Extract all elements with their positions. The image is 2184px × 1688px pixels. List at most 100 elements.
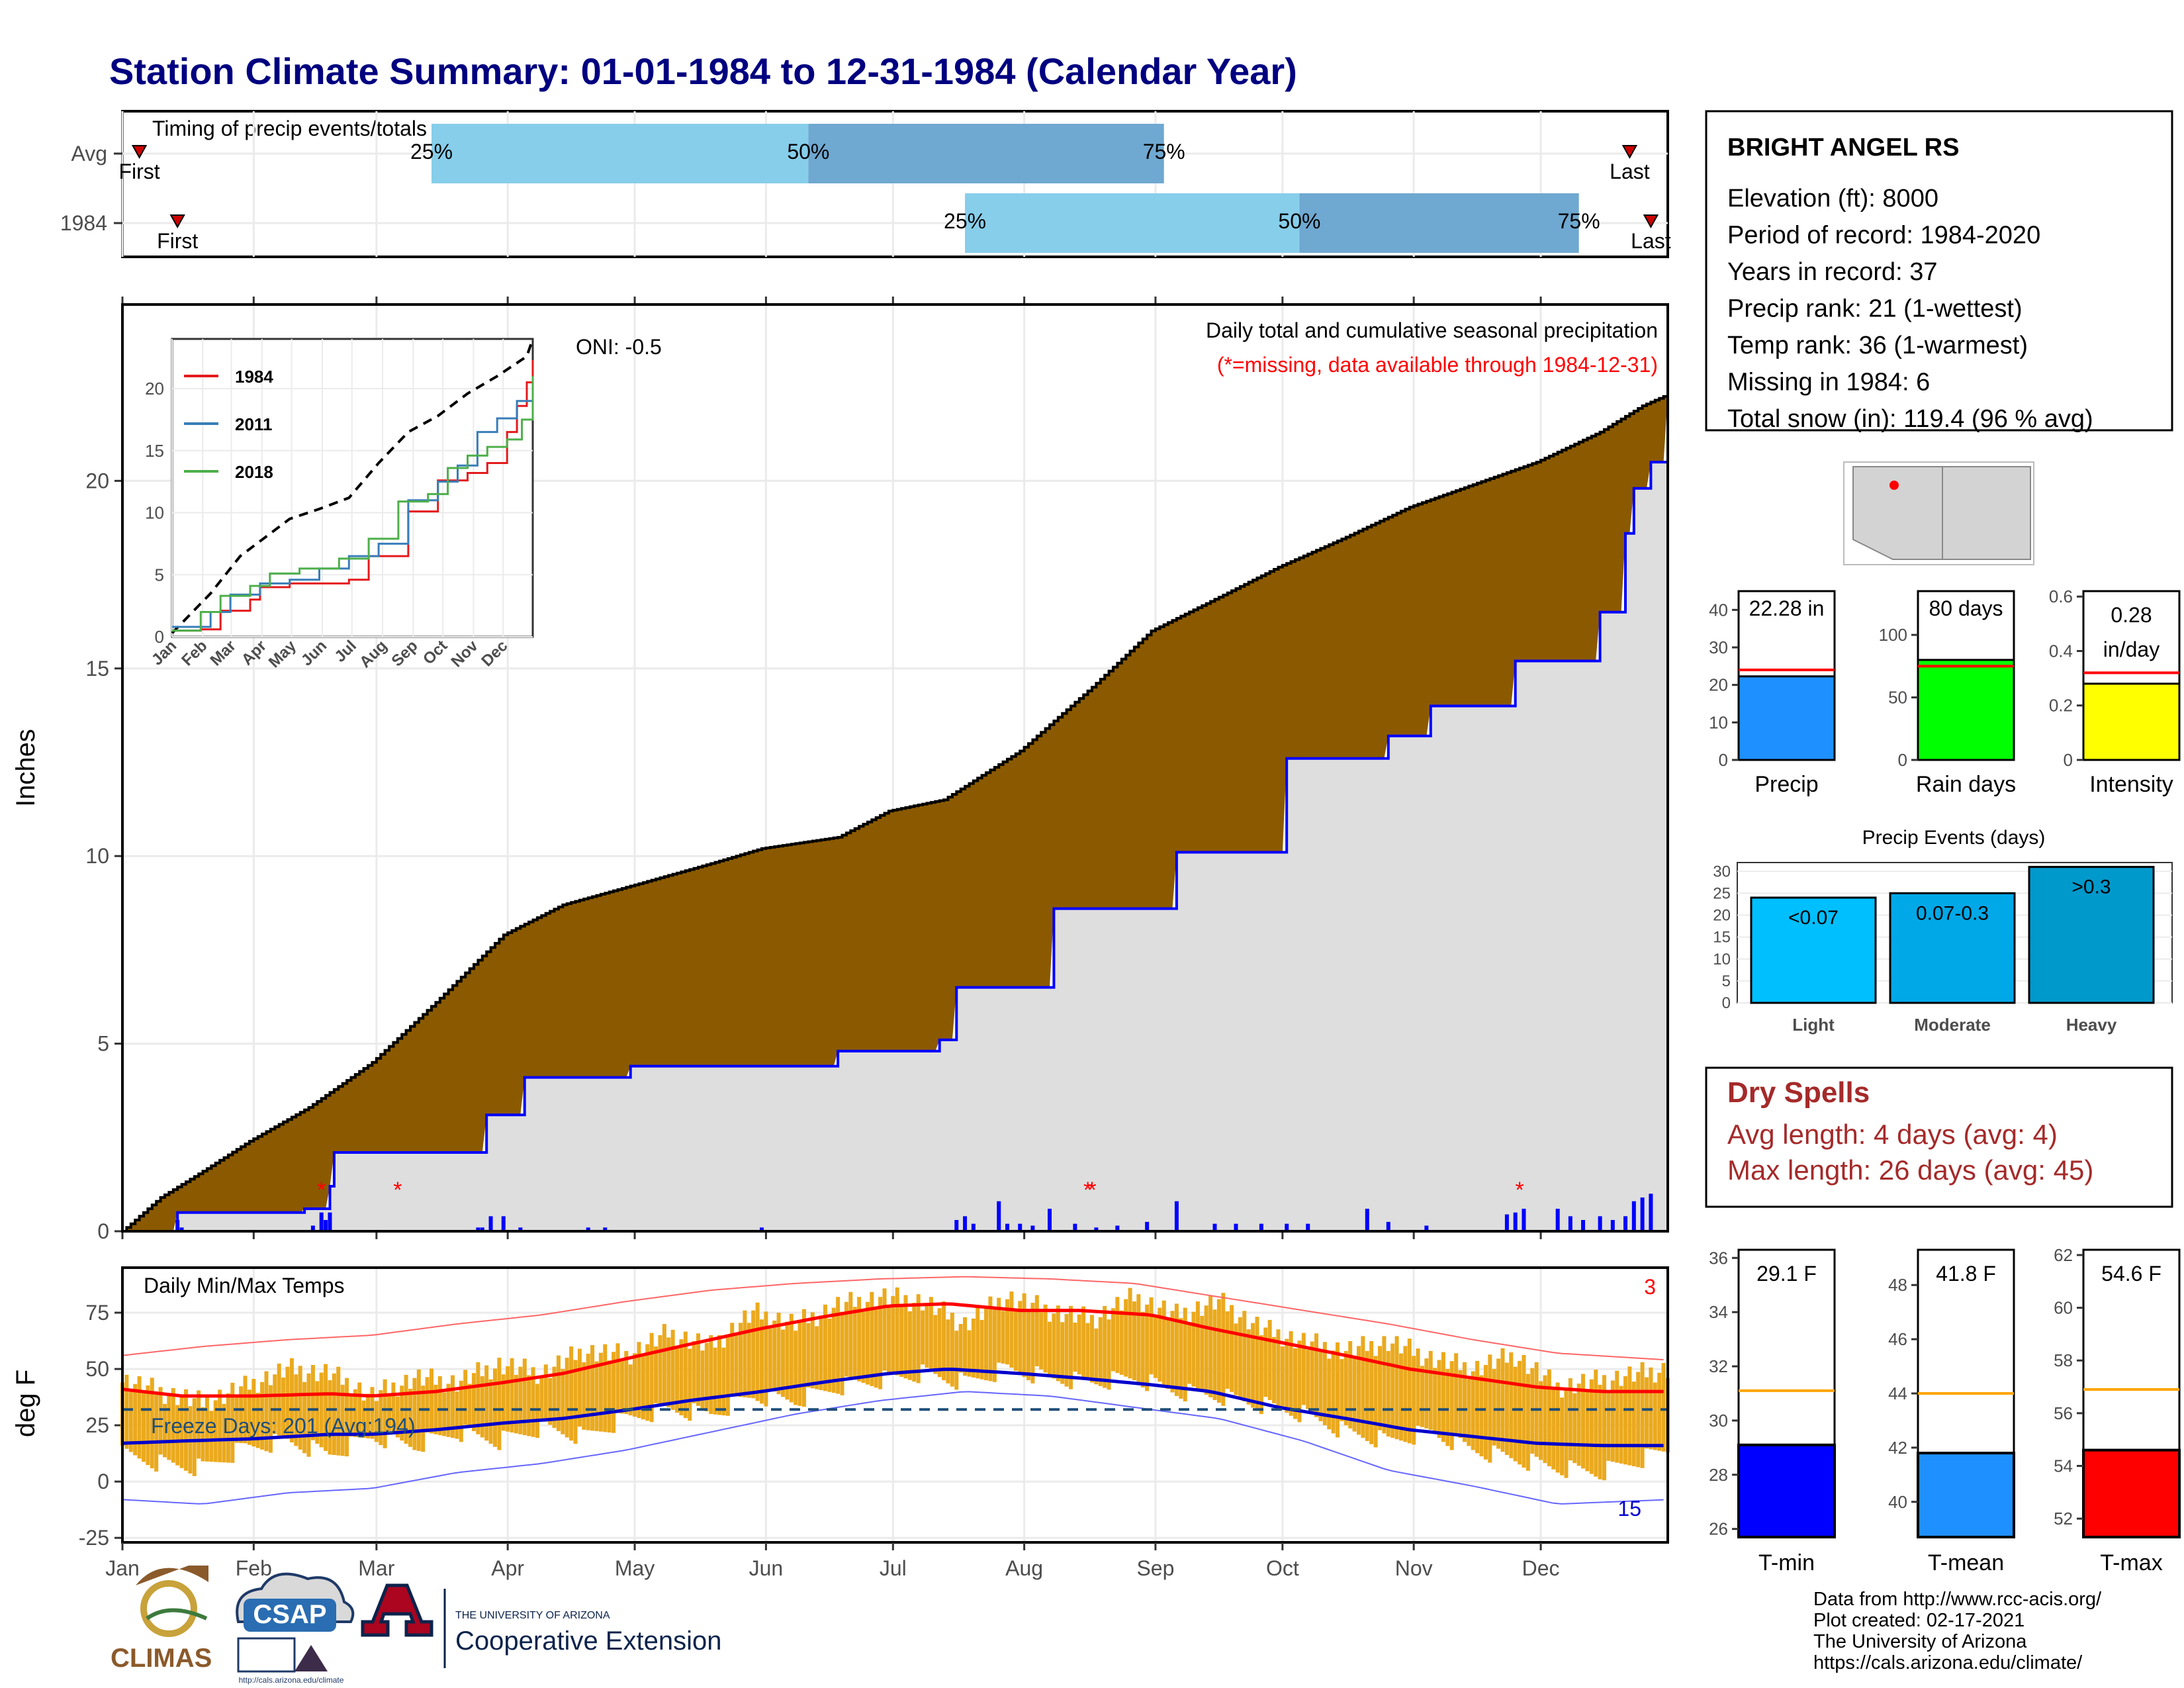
daily-temp-bar (315, 1381, 320, 1444)
daily-temp-bar (548, 1378, 553, 1425)
temp-tick-label: 46 (1888, 1329, 1907, 1349)
daily-temp-bar (886, 1304, 891, 1372)
daily-temp-bar (1136, 1294, 1141, 1384)
temp-tick-label: 52 (2054, 1509, 2073, 1528)
temp-tick-label: 28 (1709, 1465, 1728, 1485)
events-tick-label: 30 (1713, 863, 1731, 880)
daily-temp-bar (192, 1398, 197, 1476)
dry-frame (1705, 1066, 2173, 1208)
timing-label: Timing of precip events/totals (152, 117, 427, 140)
dry-spells-line-2: Max length: 26 days (avg: 45) (1727, 1154, 2093, 1186)
dry-spells-title: Dry Spells (1727, 1076, 1870, 1109)
daily-temp-bar (1179, 1318, 1183, 1399)
daily-temp-bar (755, 1302, 760, 1401)
daily-temp-bar (721, 1347, 726, 1416)
month-label: Mar (358, 1556, 394, 1580)
daily-temp-bar (133, 1383, 138, 1456)
daily-temp-bar (336, 1366, 341, 1456)
summary-tick-label: 30 (1709, 637, 1728, 657)
daily-temp-bar (1539, 1381, 1543, 1460)
timing-bar-q50-q75 (808, 124, 1164, 183)
daily-temp-bar (539, 1376, 544, 1419)
month-label: Sep (1136, 1556, 1174, 1580)
inset-series-line-1984 (172, 359, 534, 632)
daily-temp-bar (328, 1380, 332, 1455)
daily-temp-bar (734, 1335, 739, 1397)
daily-precip-bar (324, 1219, 328, 1231)
daily-temp-bar (1602, 1375, 1607, 1481)
daily-temp-bar (1145, 1304, 1150, 1391)
daily-precip-bar (971, 1223, 976, 1231)
daily-temp-bar (768, 1328, 772, 1389)
daily-temp-bar (654, 1346, 659, 1403)
timing-pct-label: 50% (787, 140, 829, 164)
university-of-arizona-logo: THE UNIVERSITY OF ARIZONA Cooperative Ex… (361, 1583, 721, 1668)
daily-temp-bar (1467, 1379, 1471, 1446)
daily-temp-bar (582, 1362, 586, 1430)
daily-temp-bar (666, 1337, 671, 1407)
daily-temp-bar (218, 1389, 222, 1462)
daily-temp-bar (361, 1400, 366, 1438)
daily-temp-bar (590, 1345, 595, 1431)
daily-temp-bar (815, 1326, 819, 1389)
daily-temp-bar (1424, 1358, 1429, 1429)
daily-temp-bar (1115, 1297, 1120, 1374)
inset-series-line-2018 (172, 376, 534, 632)
timing-panel: Timing of precip events/totals 25% 50% 75%… (60, 110, 1671, 258)
daily-temp-bar (387, 1393, 392, 1431)
temp-name-T-mean: T-mean (1928, 1550, 2004, 1575)
daily-temp-bar (531, 1367, 535, 1437)
daily-temp-bar (471, 1373, 476, 1431)
daily-temp-bar (1170, 1311, 1175, 1393)
daily-temp-bar (921, 1310, 925, 1365)
daily-temp-bar (289, 1358, 294, 1442)
summary-tick-label: 0 (1898, 750, 1907, 770)
month-label: Feb (236, 1556, 272, 1580)
temp-tick-label: 32 (1709, 1356, 1728, 1376)
daily-temp-bar (268, 1385, 273, 1453)
daily-temp-bar (683, 1331, 688, 1419)
daily-temp-bar (1005, 1299, 1010, 1365)
summary-tick-label: 20 (1709, 675, 1728, 695)
events-bar-Heavy (2028, 866, 2155, 1004)
daily-temp-bar (675, 1346, 680, 1413)
daily-precip-bar (1649, 1194, 1653, 1231)
daily-temp-bar (573, 1360, 578, 1444)
footer-line-2: Plot created: 02-17-2021 (1813, 1610, 2025, 1631)
daily-temp-bar (370, 1387, 375, 1439)
temp-value-label-T-mean: 41.8 F (1936, 1262, 1996, 1286)
daily-temp-bar (416, 1369, 421, 1451)
daily-temp-bar (641, 1355, 645, 1420)
daily-temp-bar (1068, 1305, 1073, 1389)
daily-temp-bar (1285, 1338, 1289, 1413)
daily-temp-bar (603, 1344, 608, 1432)
daily-temp-bar (899, 1303, 904, 1377)
timing-row-label: Avg (71, 142, 107, 165)
daily-temp-bar (1009, 1291, 1014, 1368)
month-label: Aug (1005, 1556, 1043, 1580)
daily-temp-bar (1331, 1350, 1336, 1434)
summary-value-label-Precip: 22.28 in (1749, 596, 1825, 620)
daily-temp-bar (162, 1403, 167, 1458)
daily-precip-bar (1598, 1216, 1602, 1231)
first-event-marker (169, 214, 185, 229)
daily-temp-bar (1530, 1368, 1535, 1454)
daily-temp-bar (197, 1390, 201, 1459)
daily-temp-bar (976, 1307, 980, 1379)
daily-temp-bar (1365, 1350, 1369, 1441)
daily-temp-bar (319, 1372, 324, 1448)
daily-temp-bar (984, 1308, 989, 1381)
daily-precip-bar (1555, 1208, 1560, 1231)
daily-temp-bar (747, 1323, 751, 1398)
daily-temp-bar (751, 1310, 756, 1399)
daily-temp-bar (1234, 1323, 1238, 1395)
daily-temp-bar (688, 1348, 692, 1421)
daily-temp-bar (844, 1301, 848, 1377)
last-event-label: Last (1631, 229, 1671, 253)
daily-temp-bar (1263, 1327, 1268, 1397)
daily-precip-bar (1640, 1197, 1645, 1231)
daily-temp-bar (1560, 1397, 1565, 1476)
station-info-line: Period of record: 1984-2020 (1727, 222, 2040, 250)
temp-bar-T-mean (1917, 1452, 2015, 1538)
station-name: BRIGHT ANGEL RS (1727, 134, 1959, 162)
